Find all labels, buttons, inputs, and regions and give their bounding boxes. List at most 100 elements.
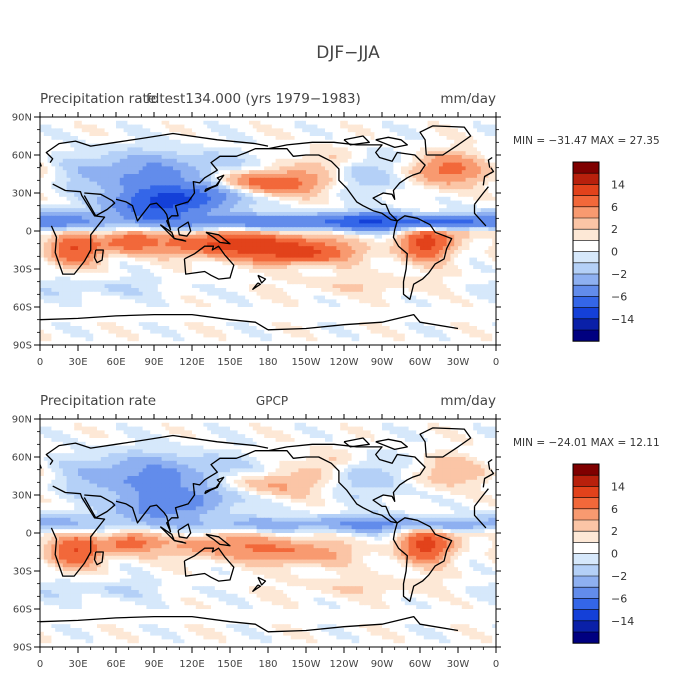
field-cell [484, 117, 489, 122]
field-cell [40, 147, 45, 152]
field-cell [458, 200, 463, 205]
field-cell [207, 212, 212, 217]
field-cell [484, 155, 489, 160]
field-cell [370, 257, 375, 262]
field-cell [85, 120, 90, 126]
field-cell [435, 204, 440, 209]
field-cell [260, 219, 265, 224]
field-cell [123, 177, 128, 183]
field-cell [233, 117, 239, 122]
field-cell [450, 147, 455, 152]
field-cell [150, 132, 155, 137]
field-cell [188, 219, 193, 224]
field-cell [233, 193, 239, 198]
field-cell [347, 120, 353, 126]
field-cell [321, 246, 326, 251]
field-cell [157, 166, 163, 171]
field-cell [146, 147, 151, 152]
field-cell [207, 132, 212, 137]
field-cell [336, 204, 341, 209]
field-cell [260, 128, 265, 133]
field-cell [439, 269, 444, 274]
field-cell [97, 139, 102, 145]
field-cell [252, 124, 258, 129]
field-cell [78, 196, 83, 202]
field-cell [302, 120, 307, 126]
field-cell [385, 143, 391, 148]
field-cell [131, 234, 136, 240]
field-cell [309, 253, 315, 259]
field-cell [214, 196, 220, 202]
field-cell [165, 261, 170, 266]
field-cell [427, 181, 432, 186]
field-cell [321, 253, 326, 259]
field-cell [47, 246, 52, 251]
field-cell [363, 132, 368, 137]
field-cell [298, 174, 303, 179]
field-cell [207, 124, 212, 129]
field-cell [142, 143, 147, 148]
field-cell [154, 265, 159, 270]
field-cell [222, 185, 227, 190]
field-cell [363, 155, 368, 160]
field-cell [382, 196, 387, 202]
field-cell [321, 215, 326, 221]
field-cell [382, 265, 387, 270]
field-cell [138, 272, 144, 278]
field-cell [70, 269, 75, 274]
field-cell [294, 151, 299, 156]
field-cell [355, 189, 360, 194]
field-cell [108, 166, 113, 171]
field-cell [150, 238, 155, 243]
field-cell [268, 219, 273, 224]
field-cell [161, 219, 166, 224]
field-cell [450, 162, 455, 167]
field-cell [442, 166, 448, 171]
field-cell [416, 238, 421, 243]
field-cell [70, 234, 75, 240]
field-cell [404, 128, 410, 133]
field-cell [222, 238, 227, 243]
field-cell [454, 257, 459, 262]
field-cell [195, 246, 201, 251]
field-cell [450, 219, 455, 224]
field-cell [214, 219, 220, 224]
field-cell [116, 185, 121, 190]
field-cell [317, 231, 322, 236]
field-cell [420, 261, 425, 266]
field-cell [404, 196, 410, 202]
field-cell [401, 219, 406, 224]
field-cell [423, 208, 429, 213]
field-cell [325, 136, 330, 141]
field-cell [180, 250, 185, 255]
field-cell [469, 143, 474, 148]
field-cell [85, 257, 90, 262]
field-cell [325, 162, 330, 167]
field-cell [340, 177, 345, 183]
figure-title: DJF−JJA [316, 43, 380, 63]
field-cell [344, 170, 349, 175]
field-cell [359, 204, 364, 209]
field-cell [85, 139, 90, 145]
field-cell [93, 189, 98, 194]
field-cell [313, 231, 318, 236]
field-cell [469, 242, 474, 247]
field-cell [309, 238, 315, 243]
field-cell [435, 196, 440, 202]
field-cell [157, 269, 163, 274]
field-cell [351, 185, 356, 190]
field-cell [306, 139, 311, 145]
field-cell [374, 208, 379, 213]
field-cell [97, 200, 102, 205]
field-cell [161, 147, 166, 152]
field-cell [93, 265, 98, 270]
field-cell [275, 128, 280, 133]
field-cell [442, 219, 448, 224]
field-cell [279, 139, 284, 145]
field-cell [458, 215, 463, 221]
field-cell [157, 120, 163, 126]
field-cell [199, 204, 204, 209]
field-cell [397, 158, 402, 164]
field-cell [306, 162, 311, 167]
field-cell [347, 170, 353, 175]
